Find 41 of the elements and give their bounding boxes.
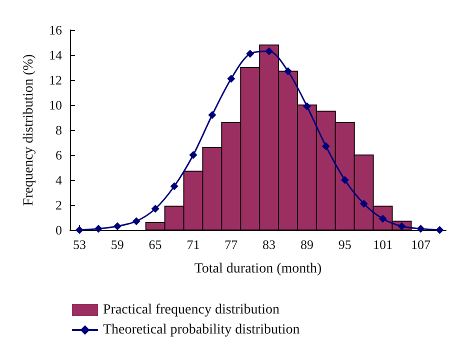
point (360, 200, 368, 208)
y-tick-label: 8 (56, 122, 62, 138)
x-tick-label: 77 (224, 237, 238, 252)
point (189, 151, 198, 159)
y-tick-label: 6 (56, 148, 62, 162)
point (151, 204, 160, 213)
y-tick-label: 10 (49, 98, 62, 112)
y-axis-title: Frequency distribution (%) (22, 54, 36, 206)
point (227, 74, 236, 83)
point (322, 142, 330, 150)
legend-label: Theoretical probability distribution (103, 322, 300, 338)
y-tick-label: 2 (56, 198, 62, 212)
y-tick-label: 14 (49, 48, 62, 62)
x-tick-label: 95 (338, 237, 352, 252)
x-tick-label: 53 (72, 237, 86, 252)
x-tick-label: 65 (148, 237, 162, 252)
point (170, 182, 178, 190)
y-tick-label: 0 (56, 222, 62, 238)
point (265, 47, 274, 56)
x-tick-label: 89 (300, 237, 314, 252)
y-tick-label: 4 (56, 172, 62, 188)
point (75, 226, 84, 234)
point (416, 224, 425, 233)
point (132, 217, 140, 226)
point (284, 67, 292, 76)
x-axis-title: Total duration (month) (194, 262, 322, 276)
x-tick-label: 83 (262, 237, 276, 252)
x-tick-label: 71 (186, 237, 200, 252)
legend-label: Practical frequency distribution (103, 302, 280, 318)
point (302, 102, 311, 110)
x-tick-label: 101 (373, 237, 393, 252)
point (340, 176, 349, 184)
x-tick-label: 107 (410, 237, 431, 252)
point (113, 222, 122, 230)
point (436, 226, 444, 234)
point (94, 224, 102, 233)
x-tick-label: 59 (110, 237, 124, 252)
y-tick-label: 16 (49, 22, 62, 38)
y-tick-label: 12 (49, 72, 62, 88)
point (208, 111, 216, 119)
point (246, 50, 254, 58)
